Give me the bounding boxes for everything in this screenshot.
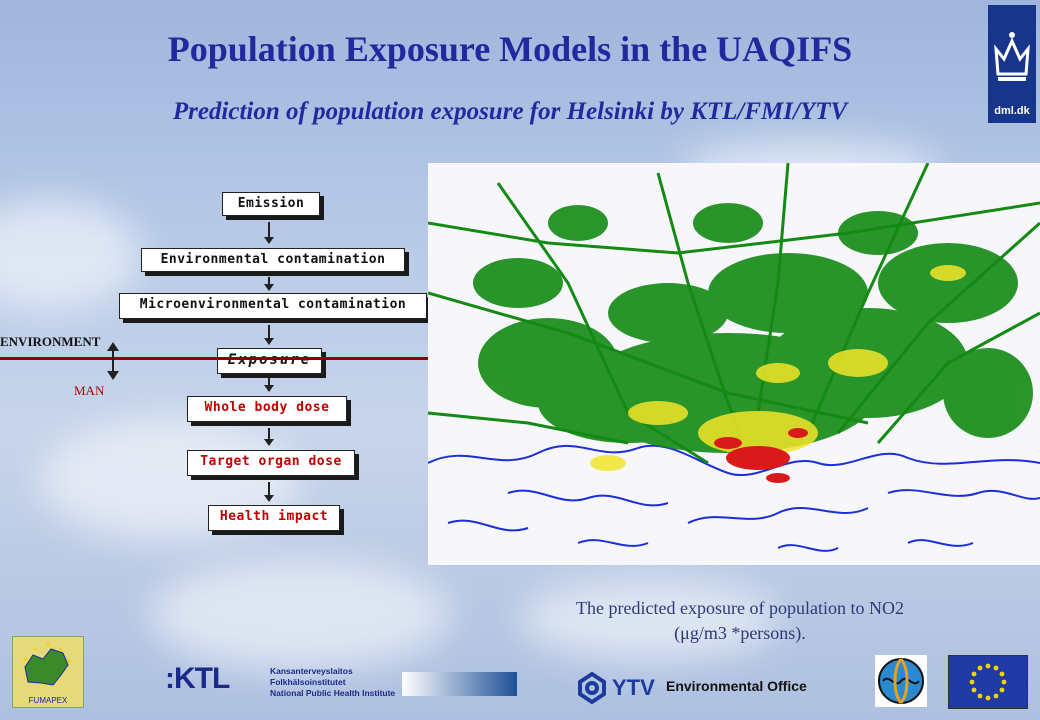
cloud-decoration xyxy=(150,560,450,670)
map-caption-line1: The predicted exposure of population to … xyxy=(576,598,904,618)
globe-logo xyxy=(875,655,927,707)
fumapex-logo-text: FUMAPEX xyxy=(28,696,68,705)
flow-arrow xyxy=(264,428,274,446)
map-caption-line2: (μg/m3 *persons). xyxy=(674,623,806,643)
flow-arrow xyxy=(264,277,274,291)
crown-icon xyxy=(994,32,1030,81)
flow-arrow xyxy=(264,325,274,345)
flow-arrow xyxy=(264,378,274,392)
eu-stars-icon xyxy=(969,663,1007,701)
cloud-decoration xyxy=(520,580,780,660)
dmi-logo: dml.dk xyxy=(988,5,1036,123)
flow-step-environmental-contamination: Environmental contamination xyxy=(141,248,405,272)
ktl-line: Folkhälsoinstitutet xyxy=(270,677,346,687)
double-arrow-icon xyxy=(107,342,119,380)
ytv-logo-text: YTV xyxy=(612,675,655,700)
flow-step-health-impact: Health impact xyxy=(208,505,340,531)
flow-step-microenvironmental-contamination: Microenvironmental contamination xyxy=(119,293,427,319)
helsinki-exposure-map xyxy=(428,163,1040,565)
ktl-line: National Public Health Institute xyxy=(270,688,396,698)
ktl-gradient-bar xyxy=(402,672,517,696)
ktl-logo-mark: :KTL xyxy=(165,662,230,695)
man-label: MAN xyxy=(74,383,105,398)
flow-arrow xyxy=(264,482,274,502)
slide-title: Population Exposure Models in the UAQIFS xyxy=(167,29,853,69)
map-caption: The predicted exposure of population to … xyxy=(500,596,980,646)
europe-map-icon xyxy=(23,643,71,686)
flow-arrow xyxy=(264,222,274,244)
cloud-decoration xyxy=(0,200,140,310)
ktl-line: Kansanterveyslaitos xyxy=(270,666,353,676)
dmi-logo-text: dml.dk xyxy=(994,105,1030,117)
flow-step-emission: Emission xyxy=(222,192,320,216)
environmental-office-text: Environmental Office xyxy=(666,678,807,694)
globe-icon xyxy=(878,658,924,704)
flow-step-exposure: Exposure xyxy=(217,348,322,374)
environment-label: ENVIRONMENT xyxy=(0,334,101,349)
ytv-symbol-icon xyxy=(578,671,606,705)
flow-step-target-organ-dose: Target organ dose xyxy=(187,450,355,476)
environment-man-divider xyxy=(0,357,430,360)
slide-subtitle: Prediction of population exposure for He… xyxy=(172,98,848,125)
eu-flag xyxy=(948,655,1028,709)
fumapex-logo: FUMAPEX xyxy=(12,636,84,708)
ktl-logo-lines: Kansanterveyslaitos Folkhälsoinstitutet … xyxy=(270,666,410,699)
exposure-map-graphic xyxy=(428,163,1040,552)
flow-step-whole-body-dose: Whole body dose xyxy=(187,396,347,422)
